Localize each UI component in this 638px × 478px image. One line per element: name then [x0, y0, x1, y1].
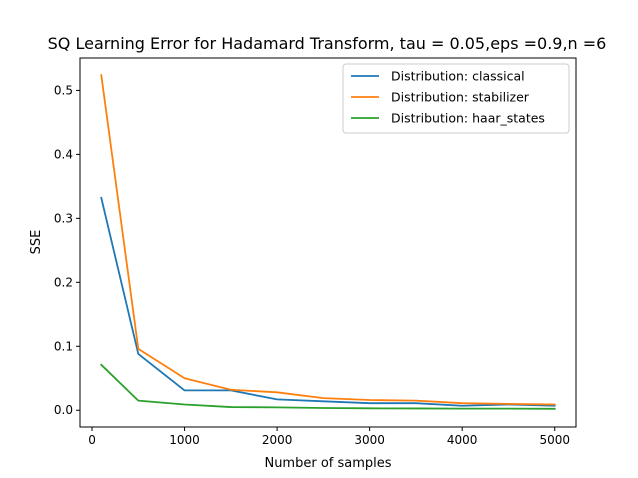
y-tick-label: 0.3 — [54, 211, 73, 225]
x-axis-ticks: 0 1000 2000 3000 4000 5000 — [88, 427, 570, 447]
legend: Distribution: classical Distribution: sta… — [342, 63, 570, 134]
y-axis-label: SSE — [29, 230, 44, 255]
legend-box — [342, 63, 570, 134]
series-line-0 — [100, 196, 556, 407]
series-line-1 — [100, 74, 556, 406]
legend-label-1: Distribution: stabilizer — [391, 90, 530, 105]
y-axis-ticks: 0.0 0.1 0.2 0.3 0.4 0.5 — [54, 83, 80, 417]
y-tick-label: 0.4 — [54, 147, 73, 161]
y-tick-label: 0.2 — [54, 275, 73, 289]
legend-label-2: Distribution: haar_states — [391, 111, 545, 126]
x-tick-label: 3000 — [354, 433, 385, 447]
y-tick-label: 0.0 — [54, 403, 73, 417]
legend-label-0: Distribution: classical — [391, 69, 525, 84]
plot-lines — [100, 74, 556, 410]
series-line-2 — [100, 363, 556, 410]
x-tick-label: 2000 — [262, 433, 293, 447]
x-tick-label: 1000 — [169, 433, 200, 447]
y-tick-label: 0.1 — [54, 339, 73, 353]
x-axis-label: Number of samples — [264, 456, 391, 471]
x-tick-label: 0 — [88, 433, 96, 447]
y-tick-label: 0.5 — [54, 83, 73, 97]
x-tick-label: 5000 — [539, 433, 570, 447]
plot-frame — [79, 57, 577, 428]
x-tick-label: 4000 — [447, 433, 478, 447]
chart-title: SQ Learning Error for Hadamard Transform… — [48, 34, 607, 53]
